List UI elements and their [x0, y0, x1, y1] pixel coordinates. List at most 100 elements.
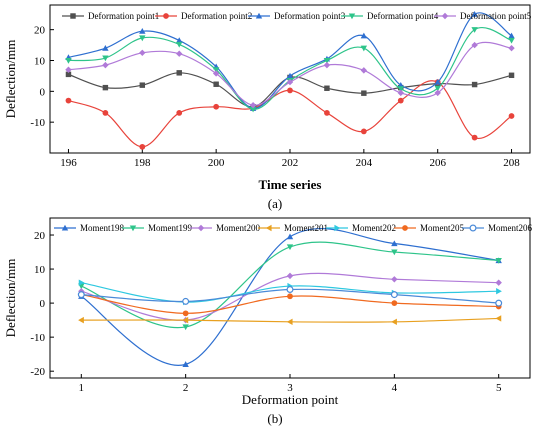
x-tick-label: 208 — [503, 157, 520, 169]
legend-marker — [334, 224, 341, 232]
legend-marker — [61, 224, 69, 231]
legend-marker — [70, 13, 76, 19]
y-tick-label: 10 — [34, 264, 46, 276]
data-point — [139, 82, 146, 88]
data-point — [324, 85, 330, 91]
data-point — [397, 86, 404, 93]
data-point — [102, 55, 109, 62]
legend-item: Deformation point2 — [155, 11, 252, 21]
legend-marker — [163, 13, 169, 19]
data-point — [176, 41, 183, 48]
data-point — [176, 110, 183, 116]
data-point — [323, 57, 331, 64]
data-point — [287, 87, 293, 94]
data-point — [249, 106, 257, 113]
data-point — [391, 276, 398, 283]
data-point — [139, 35, 146, 42]
legend-item: Moment206 — [462, 223, 532, 233]
legend-item: Deformation point4 — [341, 11, 439, 21]
chart-b-legend: Moment198 Moment199 Moment200 Moment201 Mome… — [54, 223, 532, 233]
chart-a-series — [65, 11, 515, 150]
data-point — [78, 316, 84, 324]
data-point — [360, 67, 368, 74]
legend-marker — [265, 224, 272, 232]
data-point — [508, 44, 515, 52]
legend-label: Moment205 — [420, 223, 464, 233]
chart-a-ticks: 196 198 200 202 204 206 208 -10 0 10 20 — [30, 25, 520, 169]
data-point — [212, 67, 220, 73]
data-point — [495, 315, 502, 322]
legend-label: Deformation point3 — [274, 11, 346, 21]
legend-item: Deformation point1 — [62, 11, 159, 21]
x-tick-label: 202 — [282, 157, 299, 169]
x-tick-label: 204 — [356, 157, 373, 169]
data-point — [471, 41, 478, 49]
data-point — [323, 61, 331, 69]
data-point — [78, 279, 85, 286]
y-tick-label: 20 — [34, 25, 46, 37]
legend-item: Moment205 — [394, 223, 464, 233]
x-tick-label: 200 — [208, 157, 225, 169]
data-point — [434, 78, 441, 85]
data-point — [182, 316, 189, 324]
legend-label: Moment199 — [148, 223, 192, 233]
x-tick-label: 2 — [183, 382, 189, 394]
data-point — [102, 84, 109, 91]
chart-b-ticks: 1 2 3 4 5 -20 -10 0 10 20 — [30, 230, 502, 394]
chart-a-ylabel: Deflection/mm — [3, 40, 18, 119]
x-tick-label: 198 — [134, 157, 151, 169]
legend-label: Deformation point2 — [181, 11, 252, 21]
series-line-1 — [80, 228, 499, 366]
data-point — [434, 89, 441, 97]
legend-label: Deformation point5 — [460, 11, 532, 21]
data-point — [182, 297, 190, 305]
legend-label: Deformation point4 — [367, 11, 439, 21]
y-tick-label: -10 — [30, 117, 45, 129]
data-point — [360, 32, 368, 39]
x-tick-label: 3 — [287, 382, 293, 394]
y-tick-label: 10 — [34, 56, 46, 68]
data-point — [77, 291, 85, 299]
data-point — [286, 286, 294, 293]
data-point — [496, 287, 502, 295]
data-point — [286, 318, 293, 326]
data-point — [65, 97, 72, 104]
data-point — [286, 233, 294, 240]
data-point — [508, 113, 515, 119]
legend-marker — [197, 224, 205, 232]
data-point — [397, 97, 404, 104]
data-point — [213, 81, 219, 87]
legend-label: Moment206 — [488, 223, 532, 233]
data-point — [495, 257, 502, 264]
data-point — [360, 45, 368, 52]
data-point — [391, 249, 398, 256]
legend-item: Moment200 — [190, 223, 260, 233]
data-point — [212, 70, 220, 77]
data-point — [102, 61, 109, 69]
data-point — [324, 110, 330, 116]
legend-label: Moment201 — [284, 223, 328, 233]
legend-item: Moment201 — [258, 223, 328, 233]
data-point — [471, 11, 478, 17]
data-point — [65, 71, 72, 78]
y-tick-label: -20 — [30, 366, 45, 378]
data-point — [286, 72, 294, 79]
data-point — [213, 103, 220, 110]
data-point — [471, 27, 478, 33]
chart-a-legend: Deformation point1 Deformation point2 Defo… — [62, 11, 532, 21]
data-point — [287, 293, 293, 300]
data-point — [139, 28, 146, 34]
chart-b-xlabel: Deformation point — [242, 392, 339, 407]
data-point — [397, 89, 404, 97]
data-point — [176, 50, 183, 57]
chart-b-ylabel: Deflection/mm — [3, 259, 18, 338]
y-tick-label: 20 — [34, 230, 46, 242]
legend-label: Deformation point1 — [88, 11, 159, 21]
legend-item: Moment198 — [54, 223, 124, 233]
legend-label: Moment202 — [352, 223, 396, 233]
series-line-3 — [68, 12, 512, 109]
legend-marker — [441, 12, 449, 20]
legend-marker — [255, 12, 263, 19]
data-point — [182, 361, 189, 367]
